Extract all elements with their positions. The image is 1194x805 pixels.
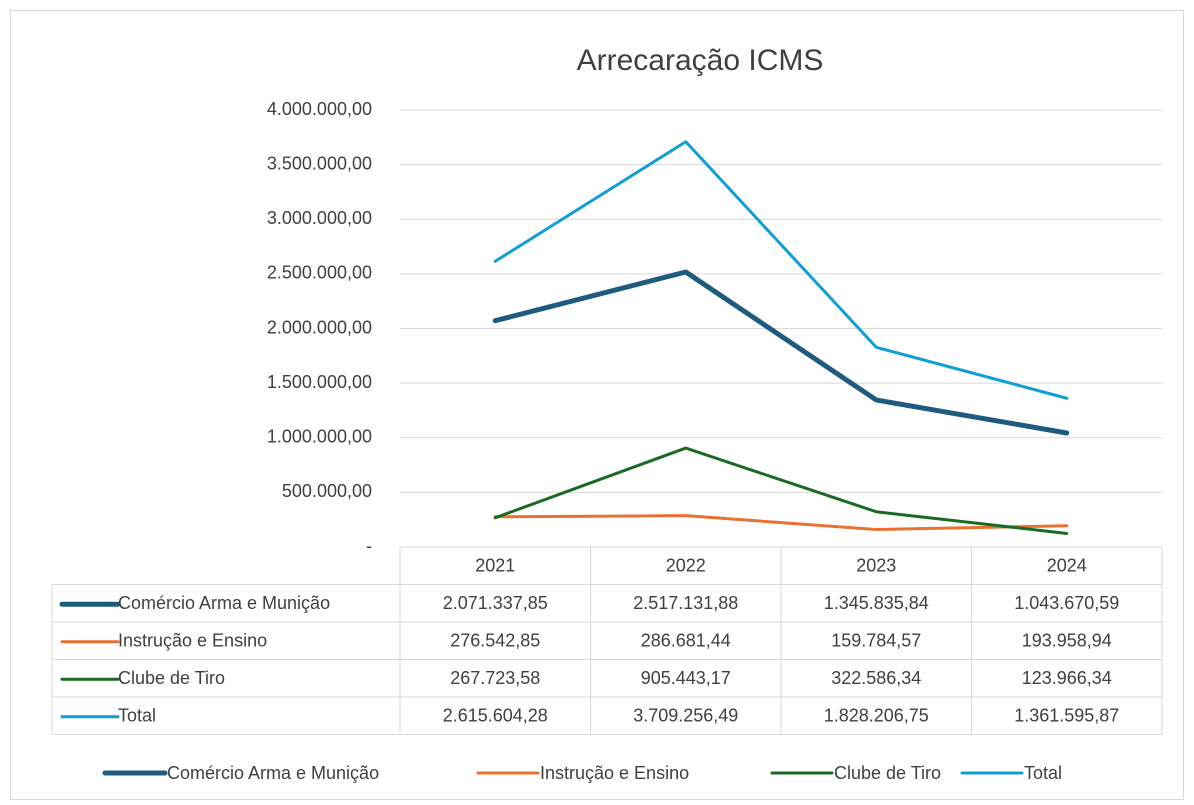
x-tick-label: 2022 [666, 556, 706, 576]
y-tick-label: - [366, 536, 372, 556]
table-cell: 2.071.337,85 [443, 593, 548, 613]
series-line [493, 514, 1069, 532]
legend-label: Clube de Tiro [834, 763, 941, 783]
y-tick-label: 4.000.000,00 [267, 99, 372, 119]
y-tick-label: 3.000.000,00 [267, 208, 372, 228]
table-row-label: Clube de Tiro [118, 668, 225, 688]
table-cell: 322.586,34 [831, 668, 921, 688]
table-cell: 1.828.206,75 [824, 706, 929, 726]
series-line [492, 269, 1070, 436]
x-tick-label: 2021 [475, 556, 515, 576]
x-tick-label: 2024 [1047, 556, 1087, 576]
table-cell: 286.681,44 [641, 631, 731, 651]
series-line [493, 446, 1069, 535]
y-tick-label: 1.000.000,00 [267, 427, 372, 447]
table-cell: 2.517.131,88 [633, 593, 738, 613]
y-tick-label: 1.500.000,00 [267, 372, 372, 392]
table-cell: 905.443,17 [641, 668, 731, 688]
legend-label: Total [1024, 763, 1062, 783]
x-tick-label: 2023 [856, 556, 896, 576]
table-cell: 193.958,94 [1022, 631, 1112, 651]
table-cell: 2.615.604,28 [443, 706, 548, 726]
chart-border [10, 10, 1184, 800]
table-cell: 276.542,85 [450, 631, 540, 651]
series-line [493, 140, 1069, 400]
legend-label: Instrução e Ensino [540, 763, 689, 783]
chart-title: Arrecaração ICMS [577, 44, 824, 77]
table-row-label: Comércio Arma e Munição [118, 593, 330, 613]
y-tick-label: 2.500.000,00 [267, 263, 372, 283]
table-cell: 1.361.595,87 [1014, 706, 1119, 726]
y-tick-label: 2.000.000,00 [267, 317, 372, 337]
table-row-label: Instrução e Ensino [118, 631, 267, 651]
table-cell: 3.709.256,49 [633, 706, 738, 726]
y-tick-label: 500.000,00 [282, 481, 372, 501]
table-cell: 159.784,57 [831, 631, 921, 651]
table-cell: 123.966,34 [1022, 668, 1112, 688]
table-cell: 267.723,58 [450, 668, 540, 688]
table-cell: 1.345.835,84 [824, 593, 929, 613]
table-row-label: Total [118, 706, 156, 726]
y-tick-label: 3.500.000,00 [267, 153, 372, 173]
legend-label: Comércio Arma e Munição [167, 763, 379, 783]
table-cell: 1.043.670,59 [1014, 593, 1119, 613]
